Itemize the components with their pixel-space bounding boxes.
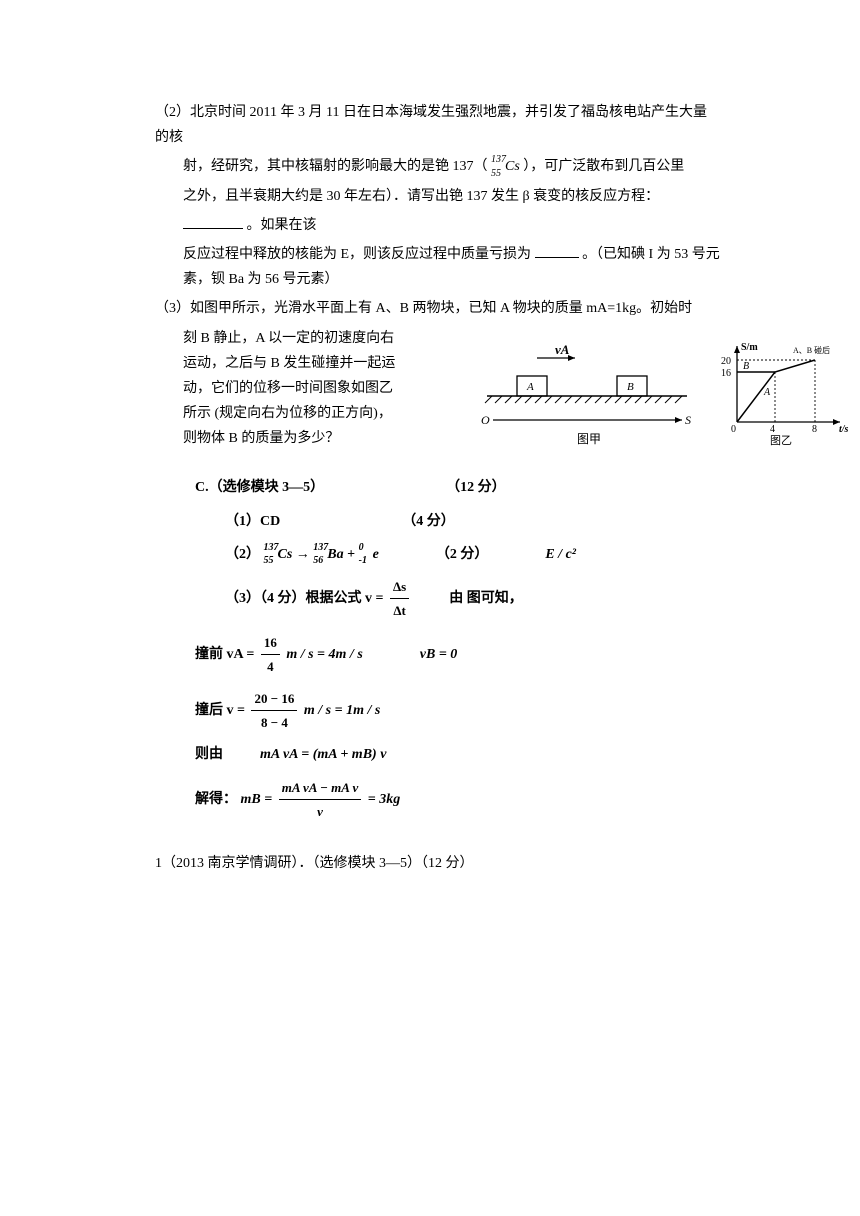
d2-xlabel: t/s: [839, 424, 849, 435]
q3-l5: 则物体 B 的质量为多少？: [183, 426, 403, 451]
ans-2-row: （2） 137 55 Cs → 137 56 Ba + 0 -1 e （2 分）…: [195, 542, 720, 567]
ans-1-row: （1）CD （4 分）: [195, 509, 720, 534]
q2-line1: （2）北京时间 2011 年 3 月 11 日在日本海域发生强烈地震，并引发了福…: [155, 100, 720, 150]
ans-2-extra: E / c²: [545, 547, 576, 562]
cs-isotope: 137 55 Cs: [491, 154, 520, 179]
ans-2-prefix: （2）: [225, 547, 260, 562]
q2-line2-pre: 射，经研究，其中核辐射的影响最大的是铯 137（: [183, 159, 488, 174]
frac-solve: mA vA − mA v v: [279, 776, 362, 824]
q2-line5-pre: 反应过程中释放的核能为 E，则该反应过程中质量亏损为: [183, 247, 531, 262]
d2-ylabel: S/m: [741, 342, 758, 353]
d2-toplabel: A、B 碰后: [793, 345, 830, 355]
q2-line3: 之外，且半衰期大约是 30 年左右）．请写出铯 137 发生 β 衰变的核反应方…: [155, 184, 720, 209]
d2-y20: 20: [721, 356, 731, 367]
d2-ptA: A: [763, 387, 771, 398]
d1-origin: O: [481, 413, 490, 427]
ans-vafter-row: 撞后 v = 20 − 16 8 − 4 m / s = 1m / s: [195, 687, 720, 735]
vA-tail: m / s = 4m / s: [286, 647, 362, 662]
vafter-label: 撞后 v =: [195, 703, 245, 718]
electron: 0 -1 e: [359, 542, 379, 567]
q3-block: 刻 B 静止，A 以一定的初速度向右 运动，之后与 B 发生碰撞并一起运 动，它…: [155, 326, 720, 452]
q2-line4-post: 。如果在该: [247, 218, 317, 233]
cs-atomic: 55: [491, 165, 501, 183]
solve-var: mB =: [241, 792, 273, 807]
ans-1: （1）CD: [225, 514, 280, 529]
ans-1-pts: （4 分）: [402, 514, 455, 529]
eq: mA vA = (mA + mB) v: [260, 747, 386, 762]
frac-vafter: 20 − 16 8 − 4: [251, 687, 297, 735]
ans-eq-row: 则由 mA vA = (mA + mB) v: [195, 742, 720, 767]
ans-head: C.（选修模块 3—5）: [195, 480, 324, 495]
d2-y0: 0: [731, 424, 736, 435]
q3-l2: 运动，之后与 B 发生碰撞并一起运: [183, 351, 403, 376]
d1-boxB: B: [627, 381, 634, 393]
q2-line4: 。如果在该: [155, 213, 720, 238]
q2-line5: 反应过程中释放的核能为 E，则该反应过程中质量亏损为 。（已知碘 I 为 53 …: [155, 242, 720, 292]
ans-head-pts: （12 分）: [446, 480, 506, 495]
ans-3-row: （3）（4 分）根据公式 v = Δs Δt 由 图可知，: [195, 575, 720, 623]
d2-ptB: B: [743, 361, 749, 372]
q3-intro: （3）如图甲所示，光滑水平面上有 A、B 两物块，已知 A 物块的质量 mA=1…: [155, 296, 720, 321]
ba-mid: 137 56 Ba: [313, 542, 343, 567]
ans-vA-row: 撞前 vA = 16 4 m / s = 4m / s vB = 0: [195, 631, 720, 679]
d2-caption: 图乙: [770, 434, 792, 447]
blank-reaction: [183, 214, 243, 229]
frac-vA: 16 4: [261, 631, 280, 679]
ans-3-pre: （3）（4 分）根据公式 v =: [225, 591, 383, 606]
d1-axisS: S: [685, 413, 691, 427]
cs-left: 137 55 Cs: [264, 542, 293, 567]
q3-l1: 刻 B 静止，A 以一定的初速度向右: [183, 326, 403, 351]
q3-l4: 所示 (规定向右为位移的正方向)，: [183, 401, 403, 426]
ans-2-pts: （2 分）: [436, 547, 489, 562]
ans-head-row: C.（选修模块 3—5） （12 分）: [195, 475, 720, 500]
ans-solve-row: 解得： mB = mA vA − mA v v = 3kg: [195, 776, 720, 824]
d1-boxA: A: [526, 381, 534, 393]
d2-x8: 8: [812, 424, 817, 435]
q3-text: 刻 B 静止，A 以一定的初速度向右 运动，之后与 B 发生碰撞并一起运 动，它…: [155, 326, 403, 452]
solve-label: 解得：: [195, 792, 237, 807]
vB: vB = 0: [420, 647, 458, 662]
frac-ds-dt: Δs Δt: [390, 575, 409, 623]
eq-label: 则由: [195, 747, 223, 762]
last-question: 1（2013 南京学情调研）．（选修模块 3—5）（12 分）: [155, 851, 720, 876]
diagram-2: S/m t/s 20 16 0 4 8 A B A、B 碰后 图乙: [715, 340, 850, 450]
d1-caption: 图甲: [577, 432, 601, 446]
blank-massloss: [535, 243, 579, 258]
plus: +: [347, 547, 355, 562]
q2-line2-post: ），可广泛散布到几百公里: [523, 159, 684, 174]
last-q-text: 1（2013 南京学情调研）．（选修模块 3—5）（12 分）: [155, 856, 474, 871]
d2-y16: 16: [721, 368, 731, 379]
diagram-1: vA A B O: [467, 340, 697, 450]
vA-label: 撞前 vA =: [195, 647, 254, 662]
ans-3-post: 由 图可知，: [449, 591, 523, 606]
d2-x4: 4: [770, 424, 775, 435]
q3-l3: 动，它们的位移一时间图象如图乙: [183, 376, 403, 401]
q2-line2: 射，经研究，其中核辐射的影响最大的是铯 137（ 137 55 Cs ），可广泛…: [155, 154, 720, 179]
diagrams-container: vA A B O: [467, 340, 850, 450]
answer-block: C.（选修模块 3—5） （12 分） （1）CD （4 分） （2） 137 …: [155, 475, 720, 823]
vafter-tail: m / s = 1m / s: [304, 703, 380, 718]
arrow: →: [296, 547, 310, 562]
cs-symbol: Cs: [505, 159, 520, 174]
solve-tail: = 3kg: [368, 792, 400, 807]
d1-v-label: vA: [555, 342, 570, 357]
